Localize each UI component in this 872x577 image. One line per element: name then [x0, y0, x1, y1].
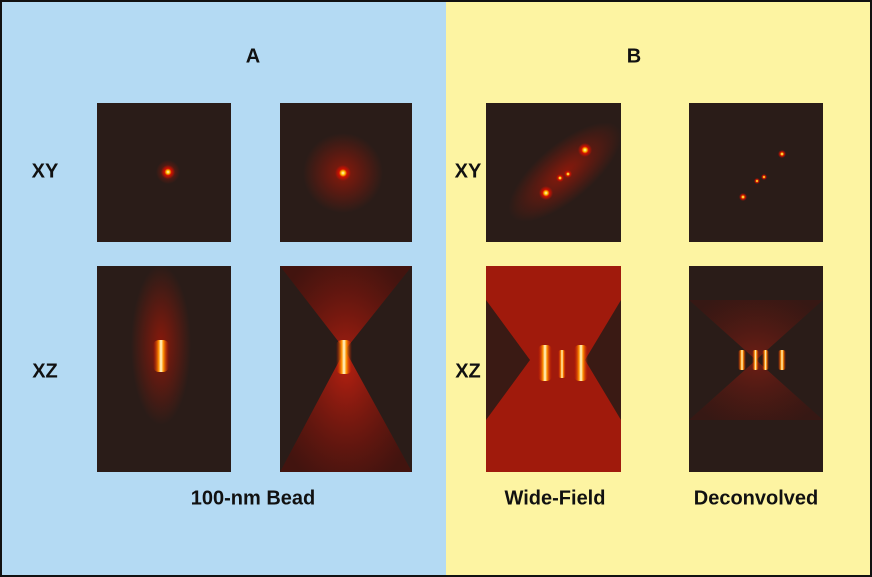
row-label: XZ: [32, 360, 58, 382]
caption: Deconvolved: [694, 487, 818, 509]
caption: Wide-Field: [505, 487, 606, 509]
image: [97, 103, 231, 242]
image: [280, 266, 412, 472]
panel-label: B: [627, 45, 641, 67]
image: [689, 103, 823, 242]
panel-label: A: [246, 45, 260, 67]
row-label: XY: [32, 160, 59, 182]
caption: 100-nm Bead: [191, 487, 316, 509]
image: [97, 265, 231, 472]
row-label: XZ: [455, 360, 481, 382]
image: [689, 266, 823, 472]
figure: A B XY XZ XY XZ 100-nm Bead Wide-Field D…: [0, 0, 872, 577]
image: [280, 103, 412, 242]
image: [486, 266, 621, 472]
row-label: XY: [455, 160, 482, 182]
image: [486, 103, 637, 242]
